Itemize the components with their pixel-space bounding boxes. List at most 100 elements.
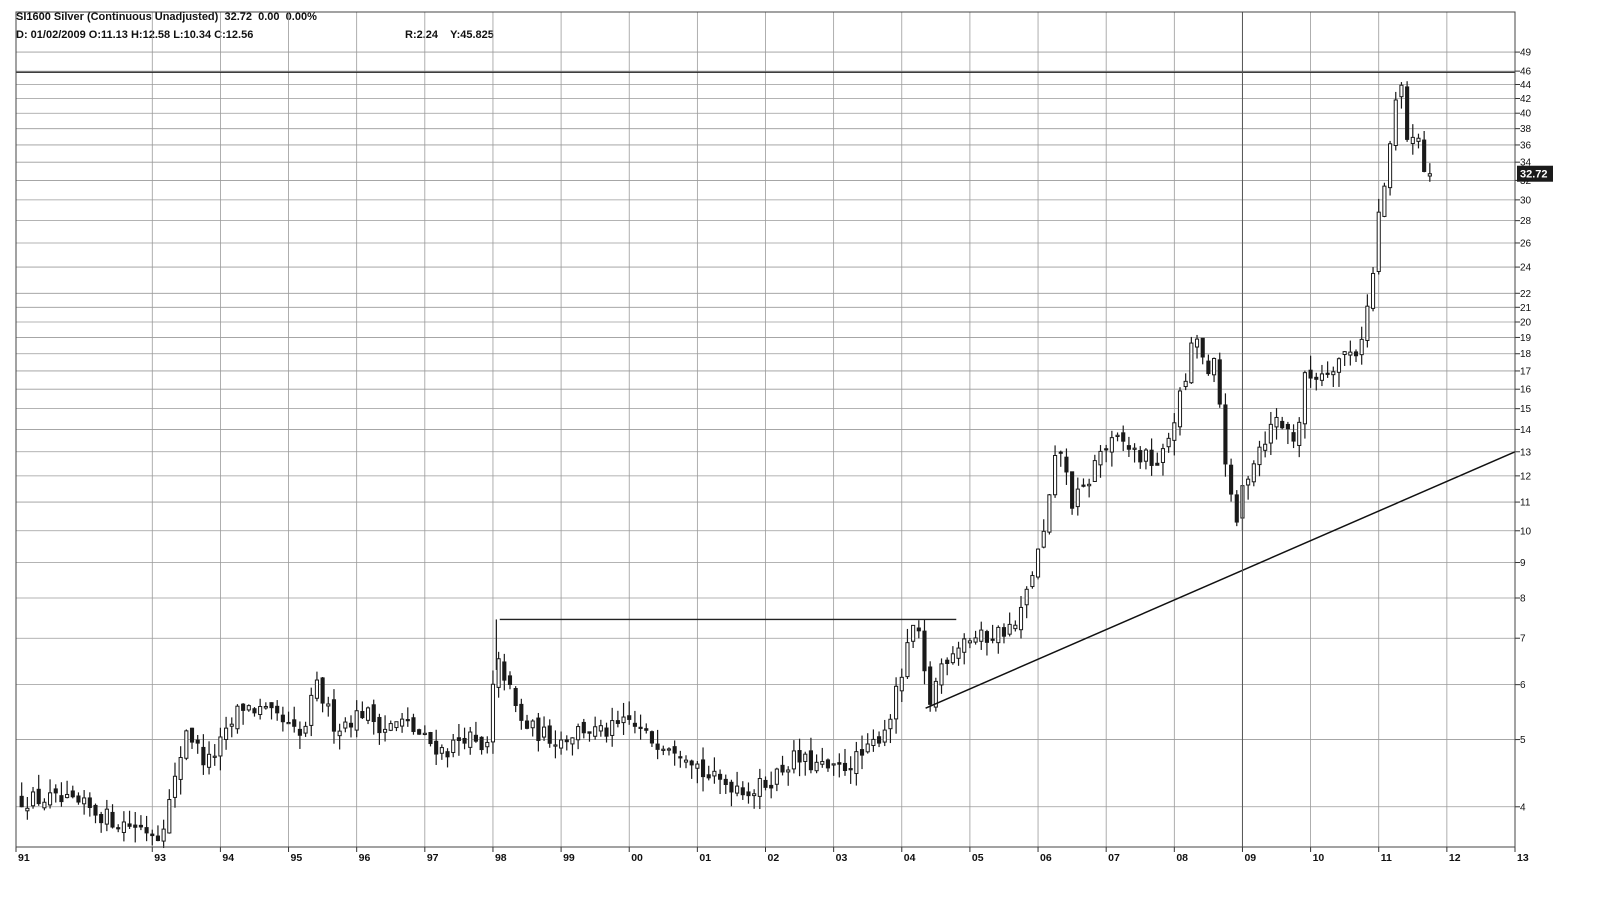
candle-body (1257, 446, 1262, 466)
candle-body (121, 821, 126, 833)
candle-body (224, 727, 229, 740)
candle-body (36, 788, 41, 805)
candle-body (1166, 437, 1171, 448)
y-tick-label: 7 (1520, 634, 1526, 645)
candle-body (683, 759, 689, 763)
candle-body (1302, 372, 1307, 425)
x-tick-label: 98 (495, 852, 507, 864)
candle-body (1001, 627, 1007, 637)
candle-body (172, 775, 178, 798)
candle-body (723, 778, 728, 785)
x-tick-label: 05 (972, 852, 984, 864)
candle-body (916, 627, 921, 632)
chart-title-row: SI1600 Silver (Continuous Unadjusted) 32… (16, 11, 317, 23)
candle-body (195, 739, 200, 744)
candle-body (769, 784, 774, 789)
candle-body (1024, 588, 1029, 606)
x-tick-label: 02 (768, 852, 780, 864)
candle-body (252, 708, 257, 714)
candle-body (383, 728, 388, 733)
candle-body (167, 799, 172, 834)
x-tick-label: 93 (154, 852, 166, 864)
candle-body (201, 746, 206, 766)
candle-body (1132, 447, 1137, 450)
trend-line (925, 451, 1516, 709)
candle-body (439, 747, 444, 754)
candle-body (1143, 449, 1148, 462)
candle-body (309, 694, 314, 726)
candle-body (1081, 484, 1086, 487)
candle-body (1030, 575, 1035, 588)
candle-body (1053, 455, 1058, 496)
candle-body (1217, 359, 1222, 405)
candle-body (1234, 494, 1239, 523)
open-readout: O:11.13 (88, 29, 128, 41)
candle-body (1342, 351, 1347, 355)
ohlc-readout-row: D: 01/02/2009 O:11.13 H:12.58 L:10.34 C:… (16, 29, 253, 41)
x-tick-label: 01 (699, 852, 711, 864)
candle-body (1172, 422, 1177, 441)
candle-body (1393, 99, 1398, 146)
candle-body (99, 813, 104, 824)
candle-body (1183, 380, 1188, 388)
candle-body (337, 730, 342, 737)
candle-body (206, 753, 212, 768)
candle-body (1348, 351, 1353, 356)
candle-body (138, 824, 143, 828)
y-tick-label: 9 (1520, 558, 1526, 569)
candle-body (1268, 423, 1273, 444)
candle-body (928, 666, 933, 705)
candle-body (25, 807, 30, 812)
candle-body (286, 721, 291, 725)
candle-body (473, 734, 478, 742)
candle-body (1370, 272, 1376, 309)
candle-body (797, 750, 802, 763)
candle-body (984, 631, 990, 643)
candle-body (280, 714, 285, 723)
candle-body (303, 725, 308, 734)
y-tick-label: 11 (1520, 498, 1531, 509)
x-tick-label: 91 (18, 852, 30, 864)
y-tick-label: 6 (1520, 680, 1526, 691)
candle-body (1291, 432, 1296, 442)
change-percent-readout: 0.00% (285, 11, 317, 23)
x-tick-label: 07 (1108, 852, 1120, 864)
candle-body (1353, 351, 1359, 357)
candle-body (422, 732, 427, 736)
candle-body (700, 759, 706, 778)
y-tick-label: 38 (1520, 124, 1532, 135)
candle-body (1388, 143, 1393, 189)
candle-body (116, 827, 121, 830)
high-readout: H:12.58 (130, 29, 171, 41)
candle-body (581, 721, 586, 734)
candle-body (740, 787, 745, 796)
y-tick-label: 8 (1520, 593, 1526, 604)
candle-body (1416, 137, 1421, 142)
candle-body (19, 795, 24, 808)
candle-body (899, 676, 904, 692)
candle-body (854, 751, 859, 775)
candle-body (1149, 449, 1154, 466)
candle-body (524, 720, 530, 729)
candle-body (905, 642, 910, 678)
candle-body (1251, 463, 1256, 483)
candle-body (956, 647, 961, 659)
y-tick-label: 4 (1520, 802, 1526, 813)
candle-body (269, 702, 274, 709)
y-tick-label: 16 (1520, 385, 1532, 396)
candle-body (1092, 460, 1097, 482)
y-tick-label: 18 (1520, 349, 1532, 360)
candle-body (104, 808, 109, 825)
candle-body (780, 764, 785, 773)
candle-body (82, 797, 87, 805)
candle-body (1177, 390, 1183, 428)
candle-body (644, 728, 649, 731)
candle-body (865, 743, 870, 753)
y-tick-label: 28 (1520, 216, 1532, 227)
y-tick-label: 36 (1520, 140, 1532, 151)
candle-body (1427, 173, 1432, 177)
x-tick-label: 96 (359, 852, 371, 864)
candle-body (996, 626, 1001, 644)
candle-body (1336, 358, 1342, 373)
